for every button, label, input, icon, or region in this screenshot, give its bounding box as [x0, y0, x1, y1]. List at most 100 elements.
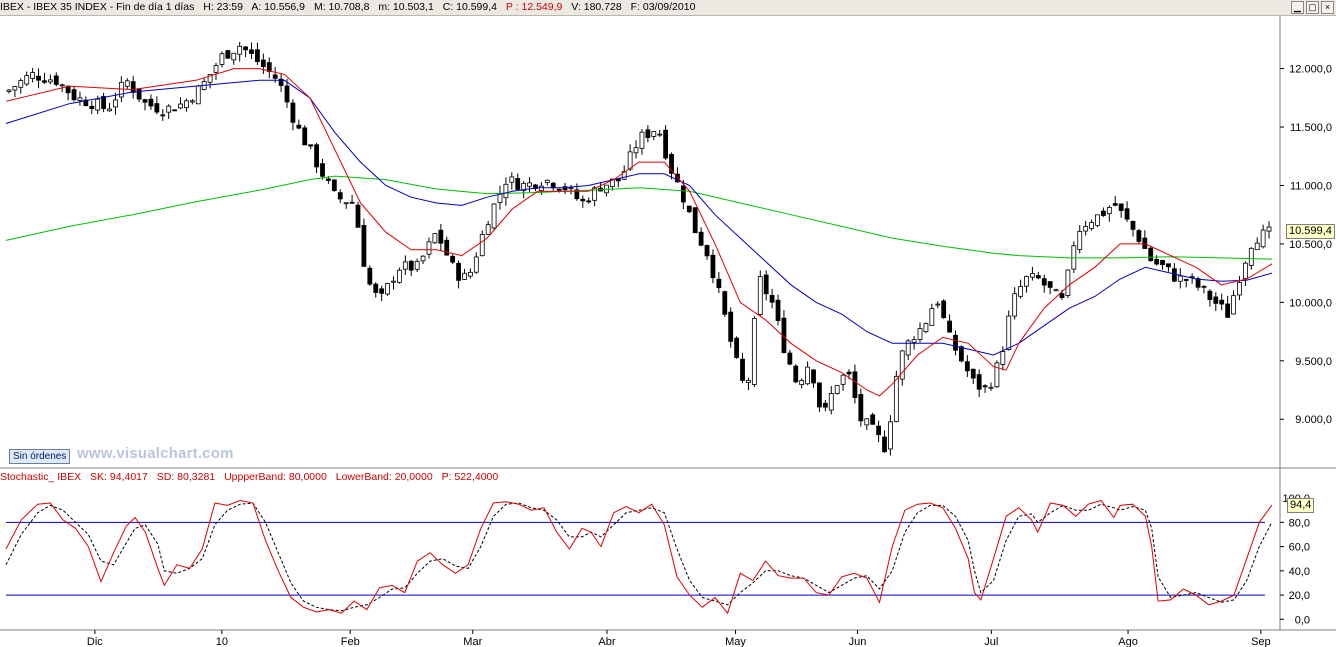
candle-body	[373, 283, 379, 293]
candle-body	[941, 300, 947, 319]
symbol-label: IBEX - IBEX 35 INDEX - Fin de día 1 días	[0, 1, 195, 13]
candle-body	[213, 65, 219, 73]
candle-body	[787, 352, 793, 365]
candle-body	[1130, 220, 1136, 230]
restore-icon[interactable]: ▢	[1306, 1, 1319, 14]
candle-body	[882, 436, 887, 453]
candle-body	[1231, 295, 1236, 315]
candle-body	[1018, 286, 1023, 297]
candle-body	[929, 308, 935, 326]
price-tick-label: 12.000,0	[1289, 64, 1332, 76]
candle-body	[1077, 231, 1083, 250]
candle-body	[124, 80, 130, 87]
stoch-tick-label: 80,0	[1289, 517, 1310, 529]
candle-body	[888, 421, 893, 450]
last-price-tag: 10.599,4	[1286, 224, 1335, 240]
candle-body	[556, 188, 562, 191]
candle-body	[1242, 262, 1248, 279]
candle-body	[237, 45, 243, 55]
price-header: IBEX - IBEX 35 INDEX - Fin de día 1 días…	[0, 0, 1336, 16]
open-label: A: 10.556,9	[251, 1, 306, 13]
candle-body	[89, 105, 95, 110]
month-tick-label: Jun	[849, 636, 867, 647]
candle-body	[53, 75, 59, 85]
candle-body	[870, 414, 876, 425]
stoch-d-line	[5, 502, 1273, 612]
candle-body	[680, 185, 686, 203]
price-tick-label: 9.500,0	[1295, 356, 1332, 368]
candle-body	[852, 371, 858, 398]
candle-body	[775, 299, 781, 321]
candle-body	[840, 374, 846, 385]
candle-body	[1006, 315, 1012, 350]
candle-body	[911, 339, 917, 343]
candle-body	[817, 382, 822, 408]
candle-body	[627, 151, 633, 170]
candle-body	[207, 73, 213, 83]
candle-body	[550, 182, 556, 189]
candle-body	[970, 368, 976, 379]
candle-body	[438, 229, 444, 244]
candle-body	[639, 131, 645, 149]
candle-body	[953, 334, 958, 351]
candle-body	[1100, 210, 1106, 216]
candle-body	[793, 365, 799, 383]
candle-body	[698, 231, 704, 246]
candle-body	[858, 394, 864, 422]
candle-body	[479, 233, 485, 257]
candle-body	[272, 74, 278, 79]
close-icon[interactable]: ×	[1321, 1, 1334, 14]
candle-body	[249, 49, 254, 54]
watermark: www.visualchart.com	[77, 445, 234, 462]
indicator-sk: SK: 94,4017	[90, 471, 148, 483]
candle-body	[574, 189, 580, 200]
candle-body	[266, 62, 272, 72]
candle-body	[538, 185, 544, 191]
candle-body	[142, 99, 148, 103]
candle-body	[59, 84, 65, 87]
candle-body	[1219, 299, 1225, 305]
candle-body	[485, 224, 491, 235]
candle-body	[1183, 279, 1189, 281]
last-k-tag: 94,4	[1287, 497, 1315, 513]
candle-body	[432, 233, 438, 244]
month-tick-label: Dic	[87, 636, 103, 647]
candle-body	[1213, 296, 1219, 304]
candle-body	[521, 182, 527, 191]
candle-body	[994, 362, 1000, 388]
candle-body	[799, 380, 805, 386]
candle-body	[621, 171, 627, 180]
candle-body	[408, 260, 414, 271]
price-tick-label: 11.500,0	[1290, 122, 1332, 134]
candle-body	[379, 288, 385, 294]
candle-body	[107, 108, 112, 112]
candle-body	[1030, 273, 1035, 278]
candle-body	[722, 291, 728, 315]
candle-body	[397, 269, 402, 283]
candle-body	[988, 386, 994, 389]
price-tick-label: 10.000,0	[1289, 297, 1332, 309]
candle-body	[77, 97, 83, 101]
candle-body	[255, 49, 260, 63]
candle-body	[385, 283, 390, 295]
candle-body	[864, 418, 870, 426]
candle-body	[314, 144, 319, 168]
candle-body	[757, 276, 763, 315]
candle-body	[751, 318, 757, 385]
stoch-tick-label: 0,0	[1295, 614, 1310, 626]
candle-body	[18, 80, 24, 88]
candle-body	[361, 225, 367, 267]
candle-body	[113, 99, 118, 108]
minimize-icon[interactable]: ▁	[1291, 1, 1304, 14]
orders-button[interactable]: Sin órdenes	[9, 449, 71, 464]
candle-body	[1000, 351, 1006, 365]
month-tick-label: Abr	[598, 636, 615, 647]
candle-body	[290, 102, 296, 123]
candle-body	[178, 103, 183, 109]
candle-body	[805, 366, 811, 385]
stoch-k-line	[5, 499, 1273, 615]
candle-body	[148, 98, 154, 107]
candle-body	[1065, 269, 1071, 296]
candle-body	[243, 46, 248, 51]
